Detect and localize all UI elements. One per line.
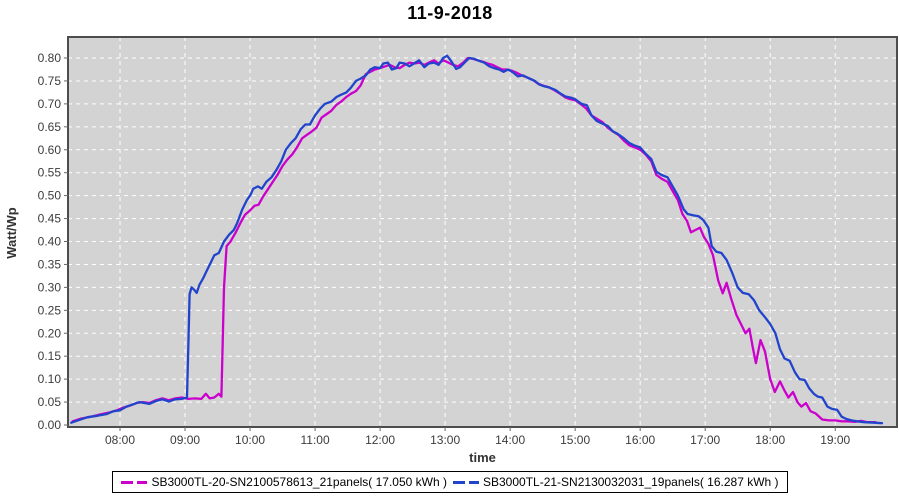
svg-text:0.00: 0.00 xyxy=(38,418,62,432)
svg-text:11:00: 11:00 xyxy=(301,433,330,447)
svg-text:0.60: 0.60 xyxy=(38,143,62,157)
x-axis-tick-labels: 08:00 09:00 10:00 11:00 12:00 13:00 14:00 15:00… xyxy=(105,433,851,447)
svg-text:0.15: 0.15 xyxy=(38,349,62,363)
y-axis-title: Watt/Wp xyxy=(4,207,19,259)
legend-line-swatch-magenta xyxy=(121,480,148,484)
svg-text:0.20: 0.20 xyxy=(38,326,62,340)
legend-label-inverter-20: SB3000TL-20-SN2100578613_21panels( 17.05… xyxy=(151,475,447,489)
legend-item-inverter-20: SB3000TL-20-SN2100578613_21panels( 17.05… xyxy=(121,475,447,489)
svg-text:0.70: 0.70 xyxy=(38,97,62,111)
svg-text:0.30: 0.30 xyxy=(38,280,62,294)
svg-text:0.35: 0.35 xyxy=(38,257,62,271)
svg-text:08:00: 08:00 xyxy=(105,433,135,447)
svg-text:14:00: 14:00 xyxy=(495,433,525,447)
legend-box: SB3000TL-20-SN2100578613_21panels( 17.05… xyxy=(112,471,788,493)
svg-text:16:00: 16:00 xyxy=(625,433,655,447)
plot-border xyxy=(67,36,898,428)
legend-item-inverter-21: SB3000TL-21-SN2130032031_19panels( 16.28… xyxy=(453,475,779,489)
svg-text:10:00: 10:00 xyxy=(235,433,265,447)
svg-text:0.65: 0.65 xyxy=(38,120,62,134)
svg-text:12:00: 12:00 xyxy=(365,433,395,447)
svg-text:0.40: 0.40 xyxy=(38,235,62,249)
series-line-1 xyxy=(70,54,884,425)
chart-legend: SB3000TL-20-SN2100578613_21panels( 17.05… xyxy=(0,471,900,493)
svg-text:18:00: 18:00 xyxy=(755,433,785,447)
data-series-lines xyxy=(70,54,884,425)
svg-text:0.10: 0.10 xyxy=(38,372,62,386)
svg-text:0.45: 0.45 xyxy=(38,212,62,226)
svg-text:0.75: 0.75 xyxy=(38,74,62,88)
svg-text:0.05: 0.05 xyxy=(38,395,62,409)
svg-text:0.25: 0.25 xyxy=(38,303,62,317)
axis-ticks xyxy=(64,57,836,431)
svg-text:0.50: 0.50 xyxy=(38,189,62,203)
svg-text:0.55: 0.55 xyxy=(38,166,62,180)
svg-text:09:00: 09:00 xyxy=(170,433,200,447)
plot-background xyxy=(68,37,897,427)
y-axis-tick-labels: 0.00 0.05 0.10 0.15 0.20 0.25 0.30 0.35 0.40 0.45… xyxy=(38,51,62,432)
chart-title: 11-9-2018 xyxy=(407,3,493,23)
legend-label-inverter-21: SB3000TL-21-SN2130032031_19panels( 16.28… xyxy=(483,475,779,489)
svg-text:13:00: 13:00 xyxy=(430,433,460,447)
svg-text:19:00: 19:00 xyxy=(820,433,850,447)
legend-line-swatch-blue xyxy=(453,480,479,484)
x-axis-title: time xyxy=(469,450,496,465)
svg-text:17:00: 17:00 xyxy=(690,433,720,447)
svg-text:15:00: 15:00 xyxy=(560,433,590,447)
chart-plot-area: 08:00 09:00 10:00 11:00 12:00 13:00 14:00 15:00… xyxy=(4,36,898,465)
svg-text:0.80: 0.80 xyxy=(38,51,62,65)
